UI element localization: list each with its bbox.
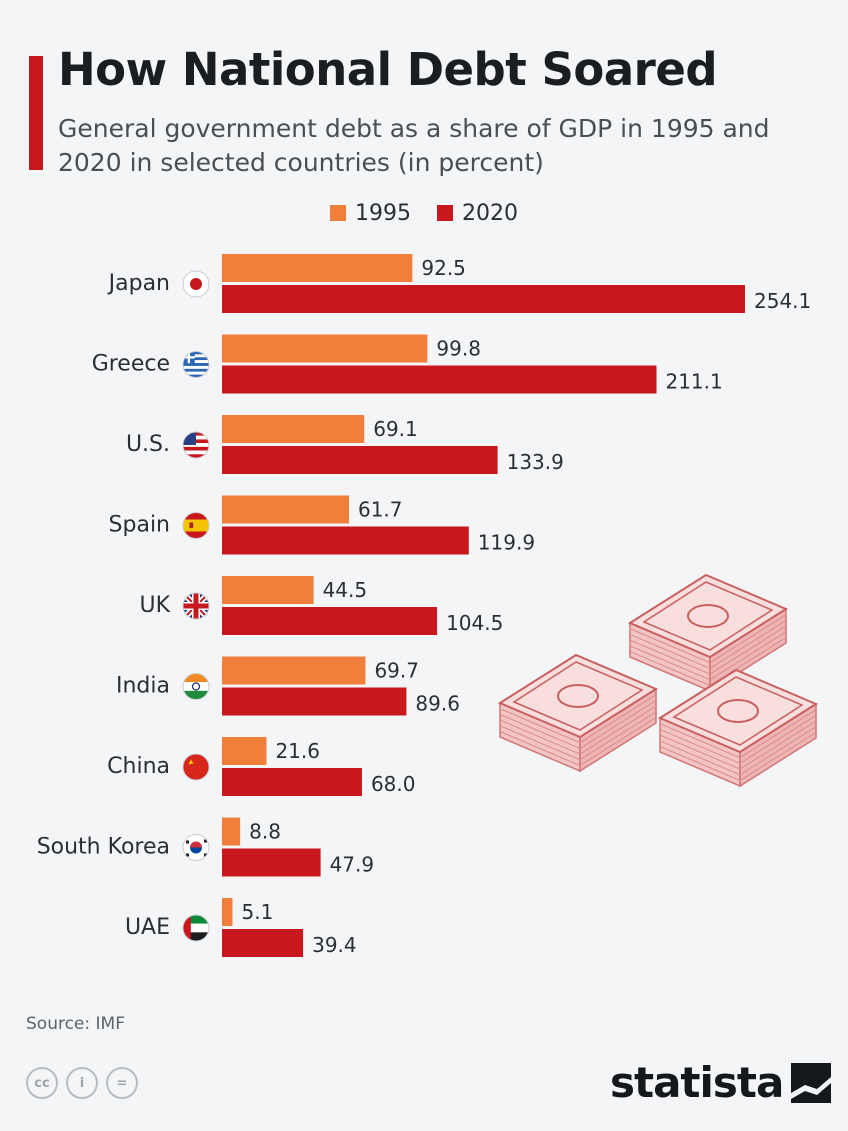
bar-2020 (222, 446, 498, 474)
value-label-1995: 99.8 (436, 337, 481, 361)
bar-1995 (222, 656, 366, 685)
license-icons: cc i = (26, 1067, 138, 1099)
statista-brand: statista (610, 1058, 832, 1107)
title-accent-bar (29, 56, 43, 170)
legend-item-1995: 1995 (330, 201, 411, 226)
value-label-2020: 133.9 (507, 450, 564, 474)
category-label: UK (139, 593, 170, 618)
uk-flag-icon (182, 592, 210, 620)
value-label-1995: 61.7 (358, 498, 403, 522)
value-label-1995: 69.7 (374, 659, 419, 683)
value-label-2020: 119.9 (478, 531, 535, 555)
category-label: U.S. (126, 432, 170, 457)
south-korea-flag-icon (182, 834, 210, 861)
value-label-2020: 254.1 (754, 289, 811, 313)
bar-chart: Japan 92.5 254.1 Greece 99.8 211.1 U.S. 69.1 133… (37, 254, 819, 957)
china-flag-icon (182, 753, 210, 781)
bar-2020 (222, 285, 745, 313)
category-label: UAE (125, 915, 170, 940)
japan-flag-icon (182, 270, 210, 298)
bar-2020 (222, 526, 469, 555)
bar-1995 (222, 495, 349, 524)
category-label: China (107, 754, 170, 779)
bar-1995 (222, 737, 267, 765)
value-label-2020: 89.6 (415, 692, 460, 716)
money-stack-icon (657, 668, 819, 788)
bar-2020 (222, 929, 304, 957)
category-label: India (116, 674, 170, 699)
chart-bars: Japan 92.5 254.1 Greece 99.8 211.1 U.S. 69.1 133… (37, 254, 811, 957)
value-label-1995: 44.5 (323, 578, 368, 602)
money-stack-icon (497, 653, 659, 773)
india-flag-icon (182, 673, 210, 700)
category-label: Greece (92, 352, 170, 377)
bar-2020 (222, 365, 657, 394)
value-label-1995: 92.5 (421, 256, 466, 280)
bar-1995 (222, 817, 241, 846)
bar-2020 (222, 607, 438, 635)
legend-swatch-1995 (330, 205, 346, 221)
bar-2020 (222, 848, 321, 877)
category-label: Japan (107, 271, 170, 296)
brand-name: statista (610, 1058, 784, 1107)
legend-item-2020: 2020 (437, 201, 518, 226)
spain-flag-icon (182, 512, 210, 539)
category-label: South Korea (37, 835, 170, 860)
category-label: Spain (109, 513, 170, 538)
bar-2020 (222, 768, 362, 796)
bar-2020 (222, 687, 407, 716)
money-stacks-illustration (497, 573, 819, 788)
nd-icon: = (106, 1067, 138, 1099)
us-flag-icon (182, 431, 210, 459)
statista-logo-icon (791, 1062, 832, 1103)
value-label-1995: 21.6 (275, 739, 320, 763)
legend-label-1995: 1995 (355, 200, 411, 226)
source-note: Source: IMF (26, 1014, 125, 1034)
bar-1995 (222, 334, 428, 363)
legend-label-2020: 2020 (462, 200, 518, 226)
value-label-1995: 8.8 (249, 820, 281, 844)
greece-flag-icon (182, 351, 210, 378)
by-icon: i (66, 1067, 98, 1099)
legend-swatch-2020 (437, 205, 453, 221)
value-label-2020: 211.1 (665, 370, 722, 394)
value-label-2020: 104.5 (446, 611, 503, 635)
chart-title: How National Debt Soared (58, 43, 718, 96)
bar-1995 (222, 415, 365, 443)
value-label-2020: 39.4 (312, 933, 357, 957)
bar-1995 (222, 254, 413, 282)
bar-1995 (222, 576, 314, 604)
value-label-1995: 69.1 (373, 417, 418, 441)
value-label-2020: 47.9 (330, 853, 375, 877)
chart-legend: 1995 2020 (0, 198, 848, 228)
money-stack-icon (627, 573, 789, 693)
uae-flag-icon (182, 914, 210, 942)
cc-icon: cc (26, 1067, 58, 1099)
bar-1995 (222, 898, 233, 926)
value-label-1995: 5.1 (241, 900, 273, 924)
value-label-2020: 68.0 (371, 772, 416, 796)
chart-subtitle: General government debt as a share of GD… (58, 114, 770, 177)
